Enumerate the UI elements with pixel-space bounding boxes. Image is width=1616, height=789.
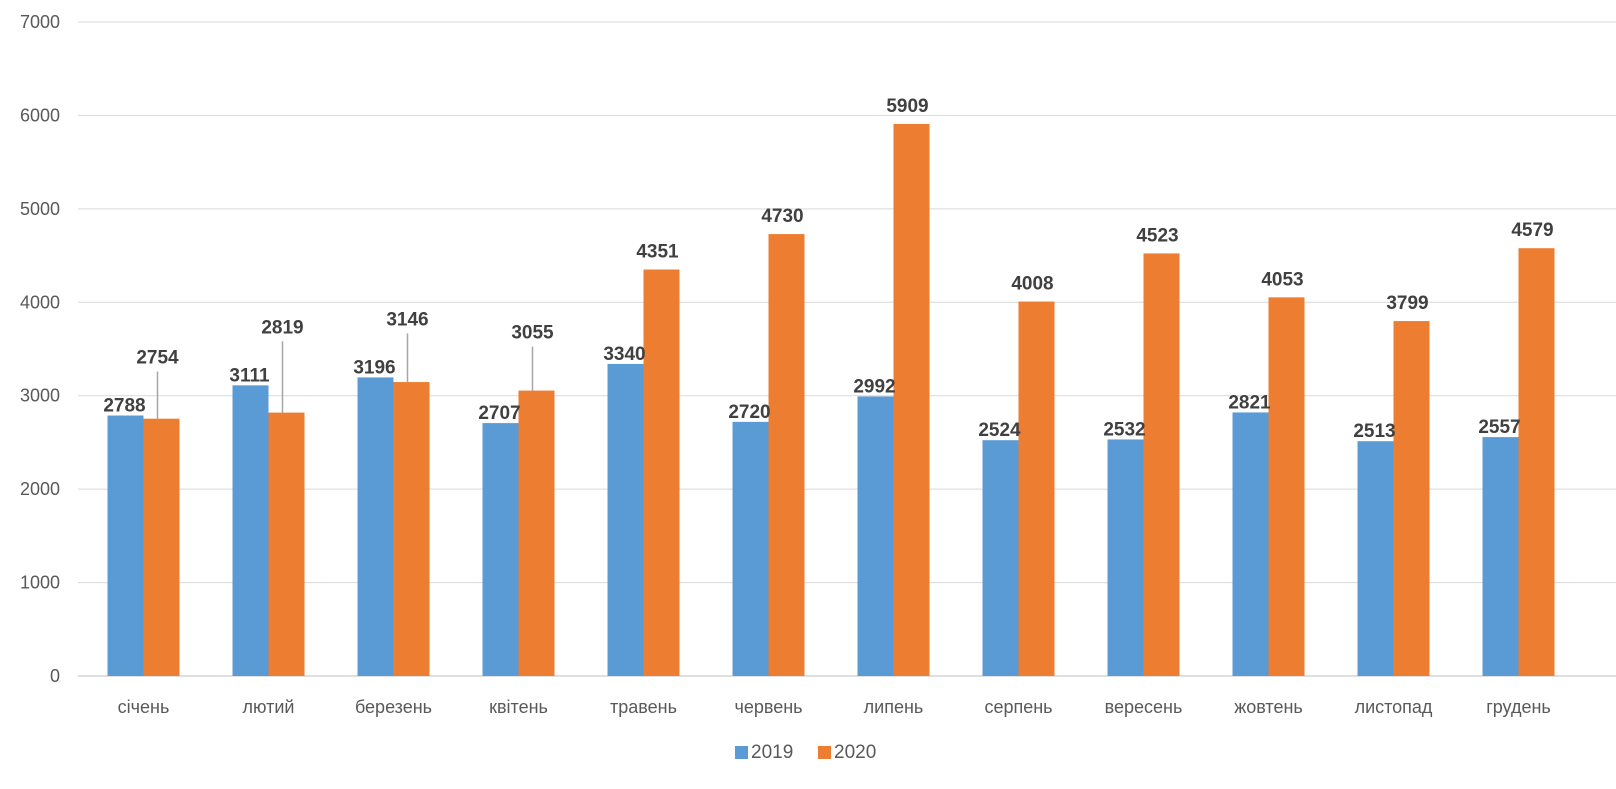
bar-2020 — [1143, 253, 1180, 676]
y-tick-label: 1000 — [20, 573, 60, 593]
bar-2020 — [643, 269, 680, 676]
bar-2019 — [1482, 437, 1519, 676]
data-label-2020: 2754 — [136, 348, 179, 369]
data-label-2019: 3340 — [603, 344, 645, 365]
gridlines — [78, 21, 1616, 677]
data-label-2019: 3196 — [353, 357, 395, 378]
data-label-2019: 2532 — [1103, 419, 1145, 440]
bar-2019 — [482, 423, 519, 676]
data-label-2020: 4523 — [1136, 225, 1178, 246]
x-category-label: жовтень — [1234, 697, 1303, 717]
x-category-label: грудень — [1486, 697, 1551, 717]
bar-2020 — [518, 390, 555, 676]
x-category-label: січень — [118, 697, 170, 717]
data-label-2019: 3111 — [229, 365, 270, 386]
data-label-2019: 2557 — [1478, 417, 1520, 438]
legend-label: 2020 — [834, 742, 876, 763]
data-label-2020: 4351 — [636, 241, 679, 262]
data-label-2020: 3799 — [1386, 293, 1428, 314]
bar-2019 — [107, 415, 144, 676]
legend: 2019 2020 — [735, 742, 876, 763]
bar-2019 — [1107, 439, 1144, 676]
data-label-2019: 2513 — [1353, 421, 1395, 442]
y-axis: 0 1000 2000 3000 4000 5000 6000 7000 — [20, 12, 60, 686]
data-label-2020: 3146 — [386, 309, 428, 330]
data-label-2019: 2720 — [728, 402, 770, 423]
y-tick-label: 4000 — [20, 292, 60, 312]
x-category-label: серпень — [984, 697, 1052, 717]
data-label-2020: 4008 — [1011, 274, 1053, 295]
data-label-2020: 3055 — [511, 323, 554, 344]
y-tick-label: 5000 — [20, 199, 60, 219]
data-label-2020: 4730 — [761, 206, 803, 227]
x-category-label: лютий — [243, 697, 295, 717]
bar-2019 — [732, 421, 769, 676]
legend-swatch — [735, 746, 748, 759]
x-category-label: листопад — [1355, 697, 1433, 717]
y-tick-label: 0 — [50, 666, 60, 686]
x-category-label: червень — [734, 697, 802, 717]
x-category-label: травень — [610, 697, 677, 717]
data-label-2019: 2821 — [1228, 392, 1271, 413]
y-tick-label: 6000 — [20, 105, 60, 125]
data-label-2019: 2992 — [853, 376, 895, 397]
x-category-label: квітень — [489, 697, 548, 717]
x-category-label: липень — [864, 697, 924, 717]
x-category-label: вересень — [1105, 697, 1183, 717]
bar-2020 — [393, 382, 430, 676]
bar-2020 — [1518, 248, 1555, 677]
bar-2020 — [893, 123, 930, 677]
data-label-2020: 4053 — [1261, 269, 1303, 290]
data-label-2020: 2819 — [261, 317, 303, 338]
bar-2019 — [232, 385, 269, 676]
y-tick-label: 2000 — [20, 479, 60, 499]
legend-label: 2019 — [751, 742, 793, 763]
bar-2019 — [607, 363, 644, 676]
data-label-2020: 5909 — [886, 96, 928, 117]
bar-2019 — [357, 377, 394, 676]
bar-2019 — [1232, 412, 1269, 676]
bar-2020 — [1018, 301, 1055, 676]
bar-2020 — [268, 412, 305, 676]
leader-lines — [156, 333, 534, 419]
data-label-2019: 2524 — [978, 420, 1021, 441]
bar-2020 — [1268, 297, 1305, 676]
data-label-2019: 2707 — [478, 403, 520, 424]
bar-2019 — [857, 396, 894, 676]
legend-swatch — [818, 746, 831, 759]
x-category-label: березень — [355, 697, 432, 717]
x-axis: січень лютий березень квітень травень червень… — [118, 697, 1551, 717]
bar-2020 — [768, 234, 805, 676]
bar-2019 — [982, 440, 1019, 676]
data-labels: 2788 2754 3111 2819 3196 3146 2707 3055 3340 4351… — [103, 96, 1553, 442]
data-label-2020: 4579 — [1511, 220, 1553, 241]
bar-2020 — [1393, 321, 1430, 676]
data-label-2019: 2788 — [103, 396, 145, 417]
bar-2020 — [143, 418, 180, 676]
bars — [107, 123, 1555, 677]
bar-2019 — [1357, 441, 1394, 676]
y-tick-label: 3000 — [20, 386, 60, 406]
y-tick-label: 7000 — [20, 12, 60, 32]
